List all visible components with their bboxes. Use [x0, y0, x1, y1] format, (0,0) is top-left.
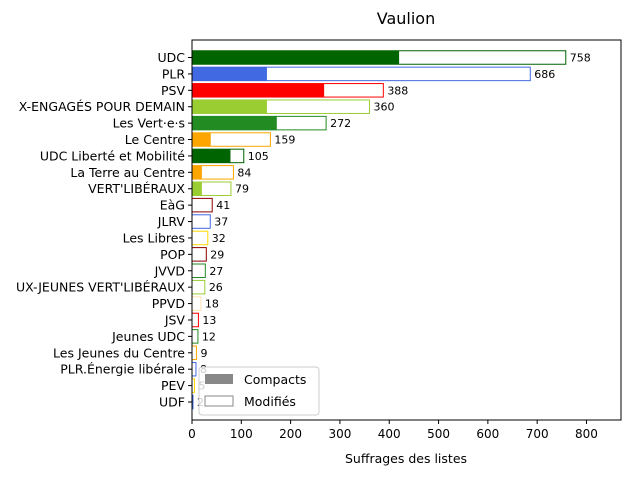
y-tick-label: Le Centre [125, 132, 186, 147]
bar-modifies [191, 345, 197, 361]
data-label: 41 [216, 199, 230, 212]
data-label: 360 [374, 101, 395, 114]
bar-modifies [191, 263, 206, 279]
y-tick-label: PPVD [152, 296, 185, 311]
data-label: 758 [570, 52, 591, 65]
bar-compacts [192, 132, 211, 147]
bar-compacts [192, 181, 202, 196]
y-tick-label: PLR [162, 66, 186, 81]
data-label: 272 [330, 117, 351, 130]
y-tick-label: PLR.Énergie libérale [60, 362, 185, 377]
x-axis-label: Suffrages des listes [345, 451, 467, 466]
y-tick-label: Jeunes UDC [111, 329, 185, 344]
bar-modifies [191, 296, 202, 311]
data-label: 105 [248, 150, 269, 163]
data-label: 12 [202, 330, 216, 343]
y-tick-label: UX-JEUNES VERT'LIBÉRAUX [16, 280, 185, 295]
x-tick-label: 100 [230, 427, 253, 441]
x-tick-label: 300 [328, 427, 351, 441]
bar-modifies [191, 197, 213, 213]
data-label: 9 [200, 347, 207, 360]
data-label: 79 [235, 183, 249, 196]
x-tick-label: 600 [476, 427, 499, 441]
x-tick-label: 700 [526, 427, 549, 441]
data-label: 37 [214, 216, 228, 229]
y-tick-label: UDC [157, 50, 185, 65]
data-label: 29 [210, 248, 224, 261]
legend-swatch-outline [204, 395, 234, 407]
data-label: 26 [209, 281, 223, 294]
bar-modifies [191, 361, 197, 377]
y-tick-label: JVVD [154, 263, 185, 278]
data-label: 13 [202, 314, 216, 327]
bar-modifies [191, 247, 207, 262]
x-tick-label: 0 [188, 427, 196, 441]
y-tick-label: PEV [161, 378, 185, 393]
bar-compacts [192, 50, 400, 65]
bar-modifies [191, 329, 199, 344]
data-label: 686 [534, 68, 555, 81]
plot-frame [191, 39, 622, 421]
x-tick-label: 500 [427, 427, 450, 441]
legend-swatch-filled [205, 374, 233, 384]
y-tick-label: UDC Liberté et Mobilité [40, 148, 185, 163]
data-label: 32 [212, 232, 226, 245]
legend-label: Modifiés [244, 394, 296, 409]
bar-compacts [192, 67, 267, 81]
bar-modifies [191, 214, 211, 229]
x-tick-label: 800 [575, 427, 598, 441]
bar-modifies [191, 279, 206, 295]
bar-compacts [192, 116, 277, 130]
bar-compacts [192, 99, 267, 114]
data-label: 159 [274, 134, 295, 147]
y-tick-label: La Terre au Centre [70, 165, 185, 180]
bar-compacts [192, 149, 231, 163]
y-tick-label: JSV [164, 312, 186, 327]
y-tick-label: UDF [159, 395, 185, 410]
bar-modifies [191, 312, 199, 328]
y-tick-label: POP [160, 247, 185, 262]
y-tick-label: JLRV [157, 214, 186, 229]
chart-title: Vaulion [377, 9, 435, 28]
y-tick-label: X-ENGAGÉS POUR DEMAIN [19, 99, 185, 114]
data-label: 388 [387, 84, 408, 97]
y-tick-label: Les Vert·e·s [113, 116, 185, 131]
y-tick-label: Les Libres [123, 230, 185, 245]
bar-modifies [191, 230, 209, 246]
data-label: 18 [205, 298, 219, 311]
data-label: 84 [237, 166, 251, 179]
legend-label: Compacts [244, 372, 306, 387]
x-tick-label: 400 [378, 427, 401, 441]
legend: Compacts Modifiés [198, 366, 320, 416]
y-tick-label: PSV [161, 83, 185, 98]
data-label: 27 [209, 265, 223, 278]
x-tick-label: 200 [279, 427, 302, 441]
bar-compacts [192, 165, 202, 180]
y-tick-label: EàG [160, 198, 185, 213]
y-tick-label: Les Jeunes du Centre [53, 345, 185, 360]
y-tick-label: VERT'LIBÉRAUX [88, 181, 185, 196]
bar-compacts [192, 83, 325, 98]
